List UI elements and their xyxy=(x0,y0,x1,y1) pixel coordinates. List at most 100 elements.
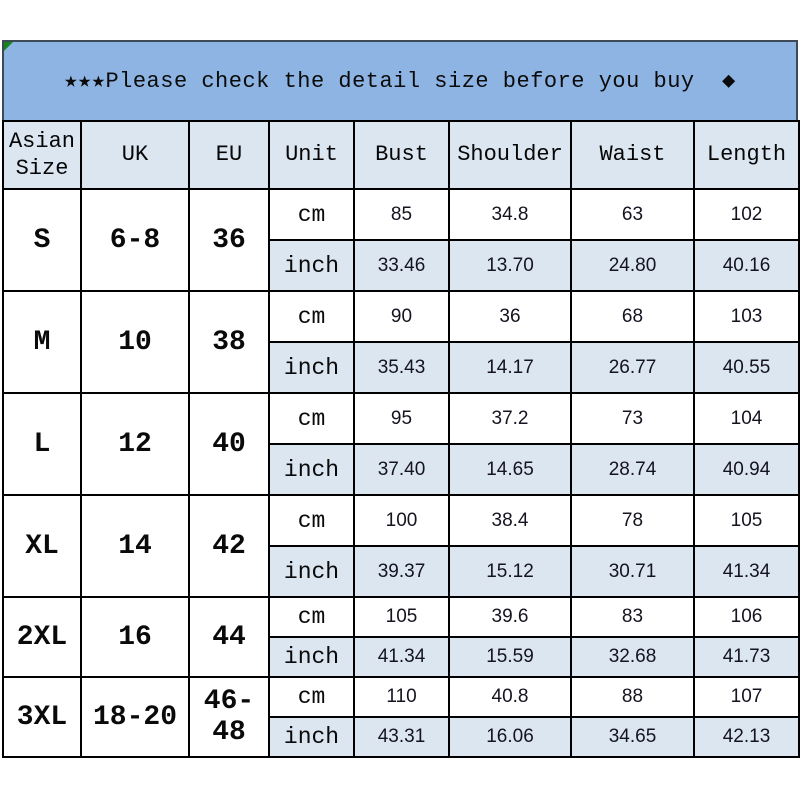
unit-inch-label: inch xyxy=(268,443,355,496)
row-l-cm: L 12 40 cm 95 37.2 73 104 xyxy=(2,392,800,496)
waist-cm: 78 xyxy=(570,494,695,547)
shoulder-inch: 15.12 xyxy=(448,545,572,598)
unit-cm-label: cm xyxy=(268,188,355,241)
length-inch: 41.73 xyxy=(693,636,800,678)
row-3xl-cm: 3XL 18-20 46-48 cm 110 40.8 88 107 xyxy=(2,676,800,758)
bust-inch: 33.46 xyxy=(353,239,450,292)
uk-cell: 16 xyxy=(80,596,190,678)
eu-cell: 42 xyxy=(188,494,270,598)
waist-inch: 30.71 xyxy=(570,545,695,598)
shoulder-cm: 36 xyxy=(448,290,572,343)
bust-cm: 100 xyxy=(353,494,450,547)
col-header-asian-size: Asian Size xyxy=(2,120,82,190)
col-header-waist: Waist xyxy=(570,120,695,190)
eu-cell: 36 xyxy=(188,188,270,292)
bust-inch: 41.34 xyxy=(353,636,450,678)
size-cell: L xyxy=(2,392,82,496)
row-s-cm: S 6-8 36 cm 85 34.8 63 102 xyxy=(2,188,800,292)
length-cm: 106 xyxy=(693,596,800,638)
unit-cm-label: cm xyxy=(268,290,355,343)
col-header-length: Length xyxy=(693,120,800,190)
eu-cell: 46-48 xyxy=(188,676,270,758)
shoulder-cm: 39.6 xyxy=(448,596,572,638)
bust-inch: 35.43 xyxy=(353,341,450,394)
unit-cm-label: cm xyxy=(268,676,355,718)
size-cell: S xyxy=(2,188,82,292)
shoulder-inch: 15.59 xyxy=(448,636,572,678)
bust-inch: 37.40 xyxy=(353,443,450,496)
row-2xl-inch: inch 41.34 15.59 32.68 41.73 xyxy=(3,636,800,678)
unit-inch-label: inch xyxy=(268,341,355,394)
col-header-unit: Unit xyxy=(268,120,355,190)
row-xl-cm: XL 14 42 cm 100 38.4 78 105 xyxy=(2,494,800,598)
length-inch: 41.34 xyxy=(693,545,800,598)
uk-cell: 6-8 xyxy=(80,188,190,292)
col-header-shoulder: Shoulder xyxy=(448,120,572,190)
unit-cm-label: cm xyxy=(268,494,355,547)
row-l-inch: inch 37.40 14.65 28.74 40.94 xyxy=(3,443,800,496)
unit-inch-label: inch xyxy=(268,545,355,598)
size-cell: 2XL xyxy=(2,596,82,678)
size-cell: 3XL xyxy=(2,676,82,758)
size-chart-table: Asian Size UK EU Unit Bust Shoulder Wais… xyxy=(2,120,800,758)
shoulder-cm: 38.4 xyxy=(448,494,572,547)
shoulder-cm: 37.2 xyxy=(448,392,572,445)
header-row: Asian Size UK EU Unit Bust Shoulder Wais… xyxy=(2,120,800,190)
length-cm: 103 xyxy=(693,290,800,343)
unit-inch-label: inch xyxy=(268,716,355,758)
eu-cell: 38 xyxy=(188,290,270,394)
shoulder-inch: 13.70 xyxy=(448,239,572,292)
uk-cell: 12 xyxy=(80,392,190,496)
shoulder-inch: 16.06 xyxy=(448,716,572,758)
col-header-uk: UK xyxy=(80,120,190,190)
waist-cm: 68 xyxy=(570,290,695,343)
col-header-bust: Bust xyxy=(353,120,450,190)
waist-cm: 88 xyxy=(570,676,695,718)
row-3xl-inch: inch 43.31 16.06 34.65 42.13 xyxy=(3,716,800,758)
corner-marker-icon xyxy=(4,42,13,51)
length-inch: 40.55 xyxy=(693,341,800,394)
length-cm: 107 xyxy=(693,676,800,718)
waist-inch: 34.65 xyxy=(570,716,695,758)
unit-cm-label: cm xyxy=(268,596,355,638)
unit-inch-label: inch xyxy=(268,239,355,292)
waist-inch: 24.80 xyxy=(570,239,695,292)
unit-inch-label: inch xyxy=(268,636,355,678)
bust-inch: 43.31 xyxy=(353,716,450,758)
uk-cell: 14 xyxy=(80,494,190,598)
unit-cm-label: cm xyxy=(268,392,355,445)
uk-cell: 18-20 xyxy=(80,676,190,758)
notice-text: ★★★Please check the detail size before y… xyxy=(64,69,736,94)
notice-banner: ★★★Please check the detail size before y… xyxy=(2,40,798,120)
size-chart: ★★★Please check the detail size before y… xyxy=(2,40,800,758)
waist-inch: 28.74 xyxy=(570,443,695,496)
row-xl-inch: inch 39.37 15.12 30.71 41.34 xyxy=(3,545,800,598)
row-m-cm: M 10 38 cm 90 36 68 103 xyxy=(2,290,800,394)
bust-cm: 105 xyxy=(353,596,450,638)
waist-inch: 26.77 xyxy=(570,341,695,394)
shoulder-cm: 34.8 xyxy=(448,188,572,241)
size-cell: M xyxy=(2,290,82,394)
eu-cell: 44 xyxy=(188,596,270,678)
length-cm: 105 xyxy=(693,494,800,547)
shoulder-cm: 40.8 xyxy=(448,676,572,718)
waist-cm: 83 xyxy=(570,596,695,638)
bust-cm: 85 xyxy=(353,188,450,241)
length-inch: 42.13 xyxy=(693,716,800,758)
row-s-inch: inch 33.46 13.70 24.80 40.16 xyxy=(3,239,800,292)
shoulder-inch: 14.17 xyxy=(448,341,572,394)
waist-cm: 73 xyxy=(570,392,695,445)
size-cell: XL xyxy=(2,494,82,598)
uk-cell: 10 xyxy=(80,290,190,394)
length-inch: 40.94 xyxy=(693,443,800,496)
shoulder-inch: 14.65 xyxy=(448,443,572,496)
bust-inch: 39.37 xyxy=(353,545,450,598)
col-header-eu: EU xyxy=(188,120,270,190)
length-cm: 102 xyxy=(693,188,800,241)
waist-inch: 32.68 xyxy=(570,636,695,678)
eu-cell: 40 xyxy=(188,392,270,496)
length-inch: 40.16 xyxy=(693,239,800,292)
bust-cm: 110 xyxy=(353,676,450,718)
bust-cm: 90 xyxy=(353,290,450,343)
row-2xl-cm: 2XL 16 44 cm 105 39.6 83 106 xyxy=(2,596,800,678)
